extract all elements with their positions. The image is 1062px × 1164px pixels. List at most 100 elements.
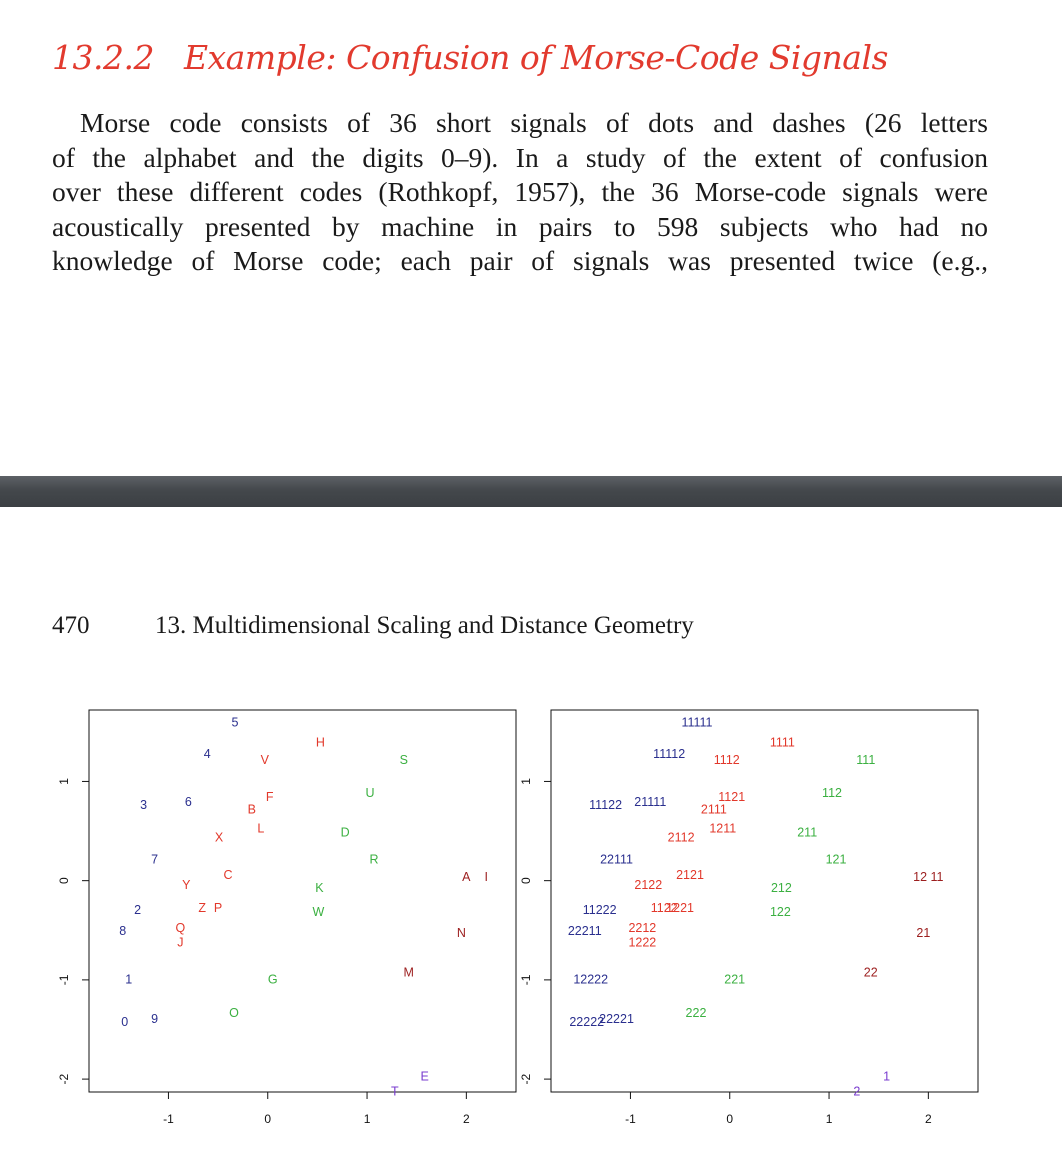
point-label: I bbox=[484, 870, 487, 884]
running-head: 470 13. Multidimensional Scaling and Dist… bbox=[52, 612, 694, 640]
point-label: 22111 bbox=[600, 852, 633, 866]
point-label: 222 bbox=[686, 1006, 707, 1020]
paragraph-line: of the alphabet and the digits 0–9). In … bbox=[52, 141, 988, 173]
y-tick-label: -2 bbox=[57, 1073, 71, 1084]
page-number: 470 bbox=[52, 612, 90, 639]
y-tick-label: 0 bbox=[57, 877, 71, 884]
section-title: Example: Confusion of Morse-Code Signals bbox=[183, 38, 889, 77]
point-label: 2212 bbox=[628, 921, 656, 935]
paragraph-line: Morse code consists of 36 short signals … bbox=[80, 107, 988, 138]
point-label: 2 bbox=[853, 1085, 860, 1099]
point-label: 212 bbox=[771, 881, 792, 895]
x-tick-label: 2 bbox=[925, 1112, 932, 1126]
y-tick-label: 0 bbox=[519, 877, 533, 884]
x-tick-label: 0 bbox=[726, 1112, 733, 1126]
point-label: 1121 bbox=[718, 790, 745, 804]
point-label: W bbox=[312, 905, 324, 919]
point-label: 11122 bbox=[589, 798, 622, 812]
point-label: 112 bbox=[822, 786, 842, 800]
point-label: 2121 bbox=[676, 868, 704, 882]
point-label: V bbox=[261, 753, 270, 767]
paragraph-line: acoustically presented by machine in pai… bbox=[52, 210, 988, 242]
point-label: 221 bbox=[724, 972, 745, 986]
y-tick-label: 1 bbox=[519, 778, 533, 785]
point-label: O bbox=[229, 1006, 239, 1020]
plot-frame bbox=[88, 709, 517, 1093]
point-label: 21 bbox=[916, 926, 930, 940]
point-label: 22222 bbox=[569, 1015, 604, 1029]
x-tick-label: 1 bbox=[364, 1112, 371, 1126]
point-label: 122 bbox=[770, 905, 791, 919]
page-bottom bbox=[0, 507, 1062, 1164]
point-label: 22211 bbox=[568, 924, 602, 938]
point-label: 2 bbox=[134, 903, 141, 917]
point-label: K bbox=[315, 881, 324, 895]
point-label: R bbox=[369, 852, 378, 866]
point-label: 11112 bbox=[653, 747, 685, 761]
point-label: 3 bbox=[140, 798, 147, 812]
point-label: T bbox=[391, 1085, 399, 1099]
point-label: M bbox=[404, 965, 414, 979]
point-label: 22221 bbox=[599, 1012, 634, 1026]
point-label: 9 bbox=[151, 1012, 158, 1026]
point-label: 1 bbox=[125, 972, 132, 986]
point-label: Q bbox=[175, 921, 185, 935]
point-label: 22 bbox=[864, 965, 878, 979]
point-label: 1112 bbox=[714, 753, 740, 767]
point-label: E bbox=[420, 1070, 428, 1084]
y-tick-label: -2 bbox=[519, 1073, 533, 1084]
point-label: B bbox=[248, 803, 256, 817]
x-tick-label: 1 bbox=[826, 1112, 833, 1126]
point-label: F bbox=[266, 790, 274, 804]
point-label: 8 bbox=[119, 924, 126, 938]
page-divider bbox=[0, 476, 1062, 507]
point-label: Y bbox=[182, 878, 191, 892]
figure-morse-mds: -1 0 1 2 -2 -1 0 1 5 4 V H S 3 6 FB U L X D 7 R C Y K A I 2 Z P W 8 Q N J M… bbox=[57, 709, 979, 1126]
x-tick-label: 0 bbox=[264, 1112, 271, 1126]
point-label: 121 bbox=[826, 852, 847, 866]
point-label: 4 bbox=[204, 747, 211, 761]
point-label: 21111 bbox=[634, 795, 666, 809]
point-label: 2122 bbox=[634, 878, 662, 892]
point-label: N bbox=[457, 926, 466, 940]
plot-frame bbox=[550, 709, 979, 1093]
point-label: 2112 bbox=[668, 831, 695, 845]
section-heading: 13.2.2 Example: Confusion of Morse-Code S… bbox=[52, 38, 888, 77]
point-label: 1 bbox=[883, 1070, 890, 1084]
point-label: 7 bbox=[151, 852, 158, 866]
point-label: 111 bbox=[856, 753, 875, 767]
point-label: G bbox=[268, 972, 278, 986]
point-label: 211 bbox=[797, 826, 817, 840]
point-label: 11111 bbox=[681, 715, 712, 729]
point-label: S bbox=[400, 753, 408, 767]
body-paragraph: Morse code consists of 36 short signals … bbox=[52, 106, 988, 279]
running-head-title: 13. Multidimensional Scaling and Distanc… bbox=[155, 612, 694, 639]
point-label: X bbox=[215, 831, 224, 845]
point-label: 1122 bbox=[651, 901, 678, 915]
point-label: 11222 bbox=[583, 903, 617, 917]
x-tick-label: 2 bbox=[463, 1112, 470, 1126]
point-label: C bbox=[224, 868, 233, 882]
point-label: 0 bbox=[121, 1015, 128, 1029]
point-label: 5 bbox=[231, 715, 238, 729]
y-tick-label: -1 bbox=[519, 974, 533, 985]
point-label: 1211 bbox=[709, 822, 736, 836]
point-label: 1221 bbox=[666, 901, 694, 915]
point-label: D bbox=[341, 826, 350, 840]
point-label: J bbox=[177, 936, 183, 950]
point-label: U bbox=[366, 786, 375, 800]
y-tick-label: 1 bbox=[57, 778, 71, 785]
paragraph-line: over these different codes (Rothkopf, 19… bbox=[52, 176, 988, 207]
point-label: 2111 bbox=[701, 803, 727, 817]
point-label: H bbox=[316, 735, 325, 749]
point-label: Z bbox=[198, 901, 206, 915]
point-label: A bbox=[462, 870, 471, 884]
point-label: 1111 bbox=[770, 735, 795, 749]
point-label: P bbox=[214, 901, 222, 915]
page-top: 13.2.2 Example: Confusion of Morse-Code S… bbox=[0, 0, 1062, 476]
point-label: 6 bbox=[185, 795, 192, 809]
point-label: 12 11 bbox=[913, 870, 943, 884]
point-label: 1222 bbox=[628, 936, 656, 950]
paragraph-line: knowledge of Morse code; each pair of si… bbox=[52, 245, 988, 276]
